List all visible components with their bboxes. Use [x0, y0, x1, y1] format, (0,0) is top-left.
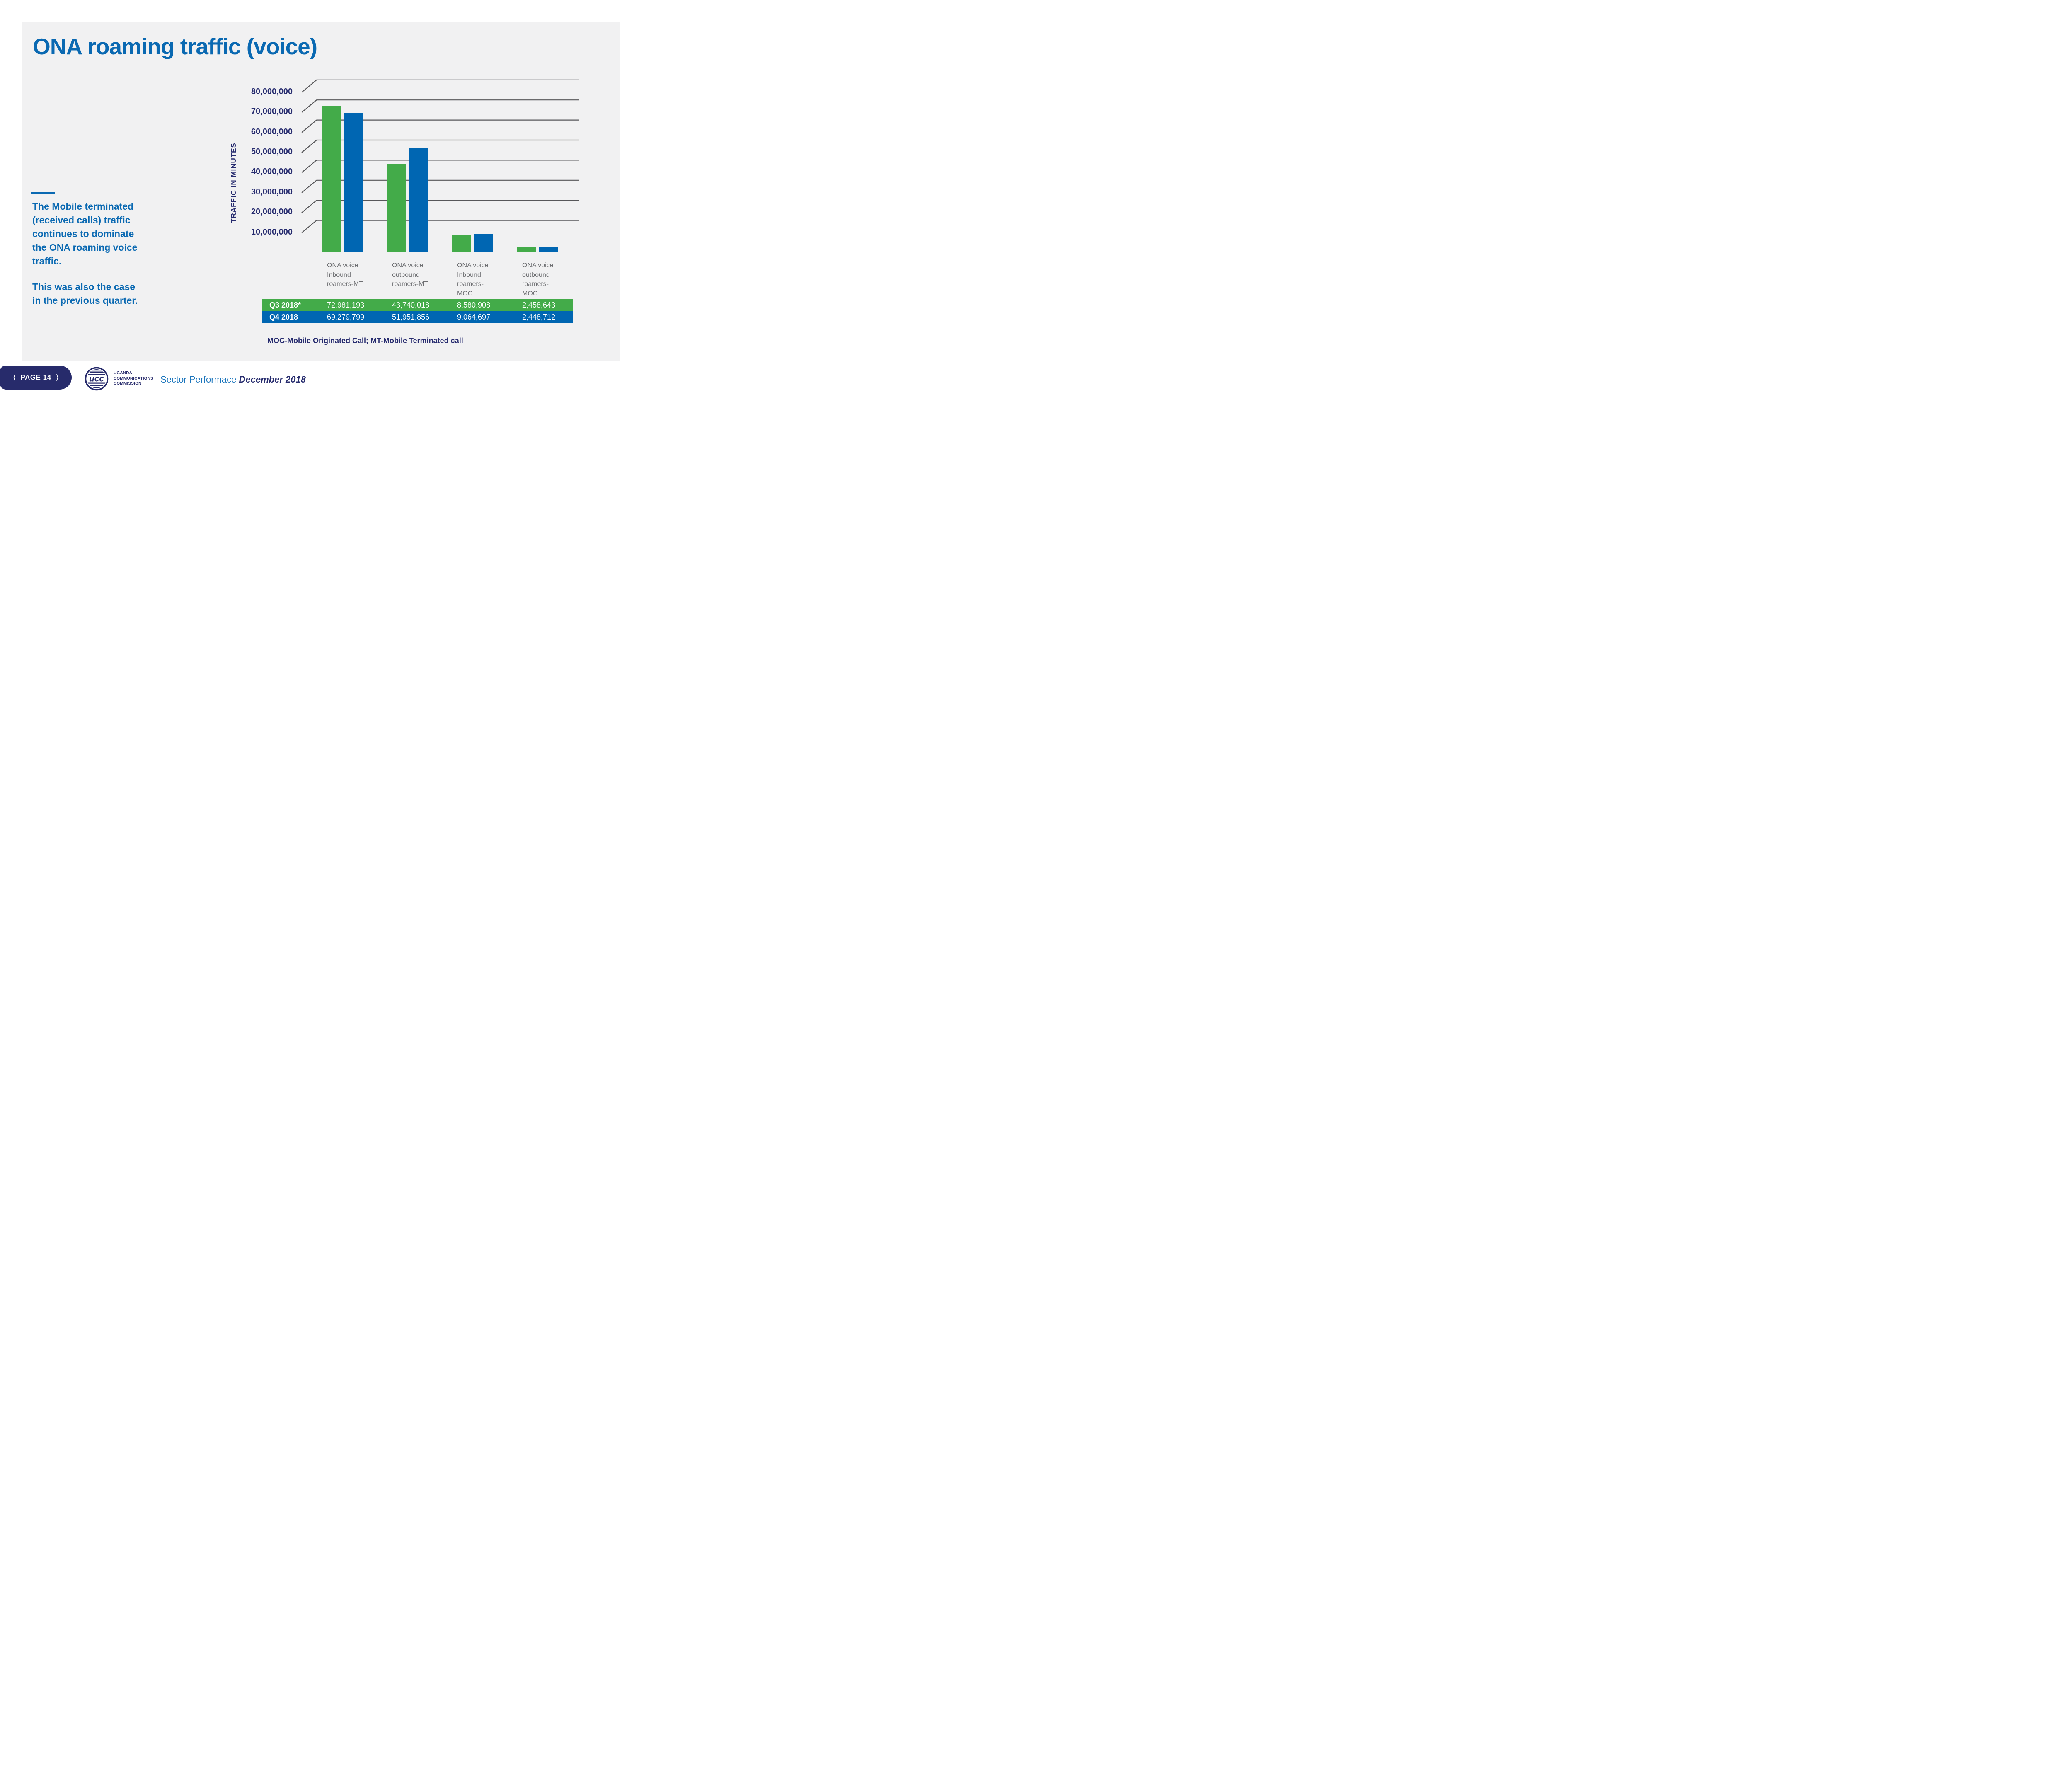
bar-q3-2018-cat2 — [387, 164, 406, 252]
table-cell: 43,740,018 — [392, 301, 430, 309]
category-label-3: ONA voice Inbound roamers- MOC — [457, 262, 489, 297]
slide: ONA roaming traffic (voice) The Mobile t… — [0, 0, 639, 400]
y-tick-label: 50,000,000 — [251, 147, 293, 156]
prev-page-chevron-icon[interactable]: ⟨ — [13, 373, 16, 382]
table-cell: 9,064,697 — [457, 312, 491, 321]
y-tick-label: 80,000,000 — [251, 87, 293, 96]
table-cell: 51,951,856 — [392, 312, 430, 321]
org-name: UGANDA COMMUNICATIONS COMMISSION — [114, 371, 153, 387]
org-name-line-3: COMMISSION — [114, 381, 142, 386]
table-cell: 2,458,643 — [522, 301, 556, 309]
y-tick-label: 40,000,000 — [251, 167, 293, 177]
bar-q4-2018-cat2 — [409, 148, 428, 252]
y-tick-label: 10,000,000 — [251, 227, 293, 237]
table-cell: 69,279,799 — [327, 312, 365, 321]
footer-caption: Sector Performace December 2018 — [160, 374, 306, 385]
page-pill: ⟨ PAGE 14 ⟩ — [0, 366, 72, 390]
bar-q4-2018-cat1 — [344, 113, 363, 252]
bar-q3-2018-cat3 — [452, 235, 471, 252]
row-header: Q4 2018 — [269, 312, 298, 321]
table-row-q4-2018: Q4 2018 69,279,799 51,951,856 9,064,697 2,44… — [262, 311, 573, 323]
logo-text: ucc — [89, 374, 104, 384]
page-title: ONA roaming traffic (voice) — [33, 34, 317, 59]
table-cell: 2,448,712 — [522, 312, 556, 321]
commentary-para-2: This was also the case in the previous q… — [32, 281, 138, 306]
chart-footnote: MOC-Mobile Originated Call; MT-Mobile Te… — [267, 337, 463, 345]
bar-q3-2018-cat1 — [322, 105, 341, 252]
y-tick-label: 60,000,000 — [251, 127, 293, 136]
table-row-q3-2018: Q3 2018* 72,981,193 43,740,018 8,580,908 2,4… — [262, 299, 573, 311]
y-tick-label: 20,000,000 — [251, 207, 293, 217]
data-table: Q3 2018* 72,981,193 43,740,018 8,580,908 2,4… — [262, 299, 573, 323]
category-label-2: ONA voice outbound roamers-MT — [392, 262, 428, 288]
caption-regular: Sector Performace — [160, 374, 239, 385]
org-name-line-1: UGANDA — [114, 371, 133, 375]
page-label: PAGE 14 — [20, 373, 51, 381]
bar-q4-2018-cat4 — [539, 247, 558, 252]
commentary-para-1: The Mobile terminated (received calls) t… — [32, 201, 138, 266]
y-tick-label: 30,000,000 — [251, 187, 293, 196]
accent-rule — [31, 192, 55, 194]
org-name-line-2: COMMUNICATIONS — [114, 376, 153, 381]
caption-emphasis: December 2018 — [239, 374, 306, 385]
category-label-1: ONA voice Inbound roamers-MT — [327, 262, 363, 288]
row-header: Q3 2018* — [269, 301, 301, 309]
bar-q3-2018-cat4 — [517, 247, 536, 252]
y-tick-label: 70,000,000 — [251, 107, 293, 116]
category-label-4: ONA voice outbound roamers- MOC — [522, 262, 554, 297]
next-page-chevron-icon[interactable]: ⟩ — [56, 373, 59, 382]
table-cell: 8,580,908 — [457, 301, 491, 309]
bar-q4-2018-cat3 — [474, 234, 493, 252]
logo-globe-icon: ucc — [85, 367, 109, 391]
table-cell: 72,981,193 — [327, 301, 365, 309]
